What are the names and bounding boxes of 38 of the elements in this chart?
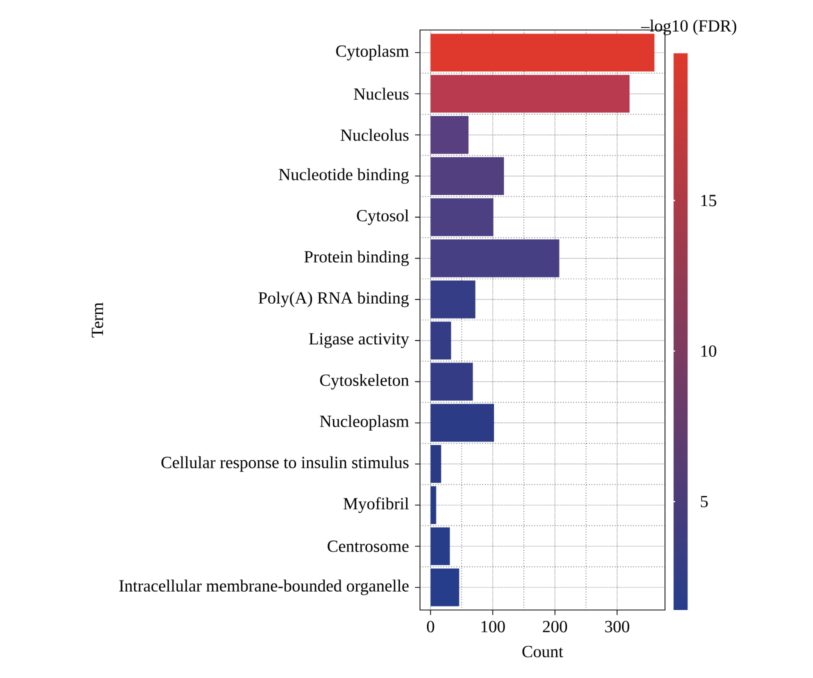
bar — [430, 280, 476, 318]
x-tick-label: 300 — [605, 620, 630, 632]
y-tick-label: Cytoplasm — [336, 44, 409, 60]
y-tick-label: Poly(A) RNA binding — [258, 292, 409, 308]
y-tick-label: Cytoskeleton — [320, 374, 409, 390]
y-tick-label: Intracellular membrane-bounded organelle — [119, 580, 409, 596]
bar — [430, 486, 436, 524]
bar — [430, 362, 473, 401]
bar — [430, 157, 504, 195]
y-tick-label: Cellular response to insulin stimulus — [161, 456, 409, 472]
bar — [430, 34, 654, 72]
color-bar-label: 5 — [700, 496, 708, 508]
bar — [430, 445, 442, 483]
y-tick-label: Cytosol — [356, 209, 409, 225]
x-axis-title: Count — [522, 646, 564, 658]
y-tick-label: Protein binding — [304, 250, 409, 266]
y-tick-label: Nucleoplasm — [320, 415, 409, 431]
y-axis-title: Term — [92, 302, 104, 338]
x-tick-label: 0 — [426, 620, 434, 632]
bar — [430, 198, 494, 236]
bar — [430, 239, 560, 278]
y-tick-label: Centrosome — [328, 540, 409, 552]
x-tick-label: 100 — [481, 620, 505, 632]
x-tick-label: 200 — [542, 620, 568, 632]
bar — [430, 74, 630, 113]
color-bar-label: 15 — [701, 194, 716, 206]
bar — [430, 527, 450, 566]
y-tick-label: Nucleus — [354, 88, 409, 100]
color-bar-label: 10 — [701, 345, 716, 357]
color-bar-title: –log10 (FDR) — [641, 20, 736, 36]
bar — [430, 568, 460, 606]
y-tick-label: Nucleotide binding — [278, 168, 409, 184]
bar — [430, 404, 494, 442]
y-tick-label: Ligase activity — [309, 333, 410, 348]
bar — [430, 116, 469, 154]
bar — [430, 322, 452, 360]
y-tick-label: Nucleolus — [340, 128, 409, 141]
y-tick-label: Myofibril — [344, 497, 409, 513]
